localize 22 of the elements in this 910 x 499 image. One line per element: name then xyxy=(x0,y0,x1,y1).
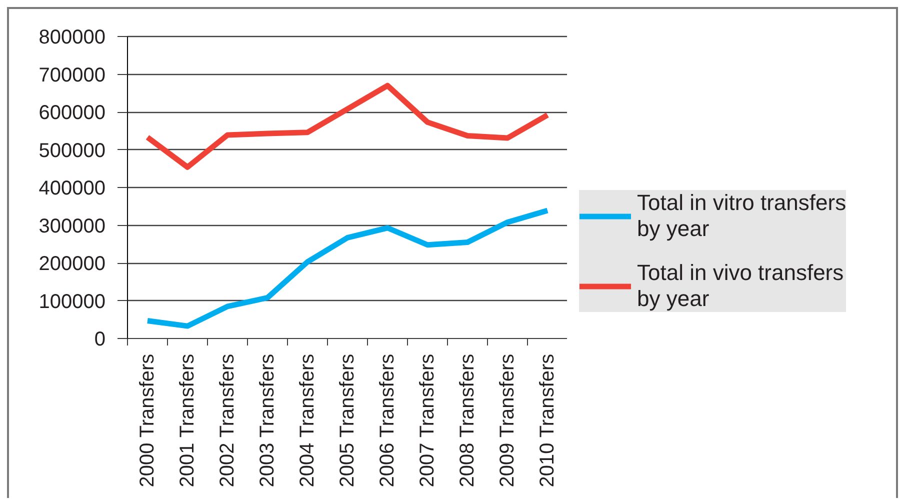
y-tick-label: 600000 xyxy=(38,102,106,124)
y-tick-label: 700000 xyxy=(38,64,106,86)
x-tick-label: 2000 Transfers xyxy=(136,354,158,488)
x-tick-label: 2007 Transfers xyxy=(416,354,438,488)
x-tick-label: 2003 Transfers xyxy=(256,354,278,488)
x-tick-label: 2010 Transfers xyxy=(536,354,558,488)
x-tick-label: 2008 Transfers xyxy=(456,354,478,488)
y-tick-label: 400000 xyxy=(38,178,106,200)
legend-label: Total in vivo transfers by year xyxy=(637,260,844,312)
x-tick-label: 2005 Transfers xyxy=(336,354,358,488)
x-tick-label: 2004 Transfers xyxy=(296,354,318,488)
x-tick-label: 2009 Transfers xyxy=(496,354,518,488)
y-tick-label: 100000 xyxy=(38,290,106,313)
x-tick-label: 2001 Transfers xyxy=(176,354,198,488)
y-tick-label: 200000 xyxy=(38,253,106,275)
y-tick-label: 800000 xyxy=(38,26,106,48)
x-tick-label: 2002 Transfers xyxy=(216,354,238,488)
y-tick-label: 300000 xyxy=(38,215,106,238)
legend-label: Total in vitro transfers by year xyxy=(637,190,846,242)
x-tick-label: 2006 Transfers xyxy=(376,354,398,488)
y-tick-label: 500000 xyxy=(38,140,106,162)
y-tick-label: 0 xyxy=(94,328,106,350)
